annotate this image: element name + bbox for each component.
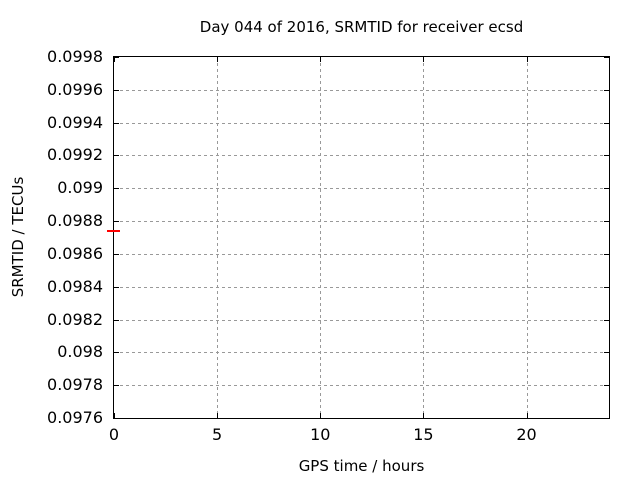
x-axis-tick-mirror bbox=[423, 57, 424, 62]
y-axis-tick bbox=[114, 188, 119, 189]
y-axis-tick-mirror bbox=[604, 385, 609, 386]
x-axis-tick bbox=[114, 413, 115, 418]
y-axis-tick-mirror bbox=[604, 188, 609, 189]
y-tick-label: 0.0988 bbox=[47, 211, 103, 231]
y-axis-tick-mirror bbox=[604, 221, 609, 222]
v-gridline bbox=[423, 57, 424, 418]
y-axis-tick bbox=[114, 320, 119, 321]
y-tick-label: 0.0978 bbox=[47, 375, 103, 395]
h-gridline bbox=[114, 221, 609, 222]
h-gridline bbox=[114, 385, 609, 386]
chart-title: Day 044 of 2016, SRMTID for receiver ecs… bbox=[199, 18, 524, 36]
x-tick-label: 5 bbox=[212, 425, 223, 444]
y-tick-label: 0.0998 bbox=[47, 47, 103, 66]
x-axis-tick-mirror bbox=[320, 57, 321, 62]
y-tick-label: 0.0984 bbox=[47, 276, 103, 296]
x-axis-tick bbox=[217, 413, 218, 418]
x-axis-tick bbox=[527, 413, 528, 418]
y-axis-tick-mirror bbox=[604, 254, 609, 255]
x-axis-tick bbox=[320, 413, 321, 418]
v-gridline bbox=[320, 57, 321, 418]
h-gridline bbox=[114, 254, 609, 255]
x-axis-tick bbox=[423, 413, 424, 418]
v-gridline bbox=[217, 57, 218, 418]
y-axis-tick-mirror bbox=[604, 352, 609, 353]
y-axis-tick bbox=[114, 90, 119, 91]
y-axis-tick-mirror bbox=[604, 155, 609, 156]
x-axis-tick-mirror bbox=[217, 57, 218, 62]
y-axis-tick-mirror bbox=[604, 90, 609, 91]
v-gridline bbox=[527, 57, 528, 418]
y-axis-tick bbox=[114, 385, 119, 386]
y-axis-tick bbox=[114, 155, 119, 156]
y-axis-tick bbox=[114, 287, 119, 288]
y-axis-tick bbox=[114, 352, 119, 353]
y-tick-label: 0.0992 bbox=[47, 145, 103, 165]
x-axis-label: GPS time / hours bbox=[298, 457, 425, 475]
h-gridline bbox=[114, 188, 609, 189]
x-tick-label: 20 bbox=[516, 425, 537, 444]
h-gridline bbox=[114, 287, 609, 288]
x-axis-tick-mirror bbox=[114, 57, 115, 62]
y-tick-label: 0.0986 bbox=[47, 243, 103, 263]
h-gridline bbox=[114, 320, 609, 321]
y-tick-label: 0.0996 bbox=[47, 79, 103, 99]
y-axis-tick-mirror bbox=[604, 57, 609, 58]
y-tick-label: 0.0994 bbox=[47, 112, 103, 132]
y-axis-tick bbox=[114, 57, 119, 58]
data-point-marker bbox=[107, 230, 120, 232]
y-tick-label: 0.099 bbox=[57, 178, 103, 198]
y-axis-tick-mirror bbox=[604, 287, 609, 288]
plot-area bbox=[107, 56, 610, 419]
x-tick-label: 10 bbox=[310, 425, 331, 444]
x-tick-label: 0 bbox=[108, 425, 120, 444]
y-axis-tick-mirror bbox=[604, 320, 609, 321]
h-gridline bbox=[114, 90, 609, 91]
x-axis-tick-mirror bbox=[527, 57, 528, 62]
y-tick-label: 0.0976 bbox=[47, 408, 103, 427]
y-axis-tick bbox=[114, 123, 119, 124]
y-axis-tick bbox=[114, 221, 119, 222]
y-axis-tick-mirror bbox=[604, 418, 609, 419]
y-tick-label: 0.0982 bbox=[47, 309, 103, 329]
y-axis-tick-mirror bbox=[604, 123, 609, 124]
h-gridline bbox=[114, 155, 609, 156]
y-tick-label: 0.098 bbox=[57, 342, 103, 362]
h-gridline bbox=[114, 123, 609, 124]
h-gridline bbox=[114, 352, 609, 353]
x-tick-label: 15 bbox=[413, 425, 434, 444]
y-axis-tick bbox=[114, 254, 119, 255]
y-axis-tick bbox=[114, 418, 119, 419]
